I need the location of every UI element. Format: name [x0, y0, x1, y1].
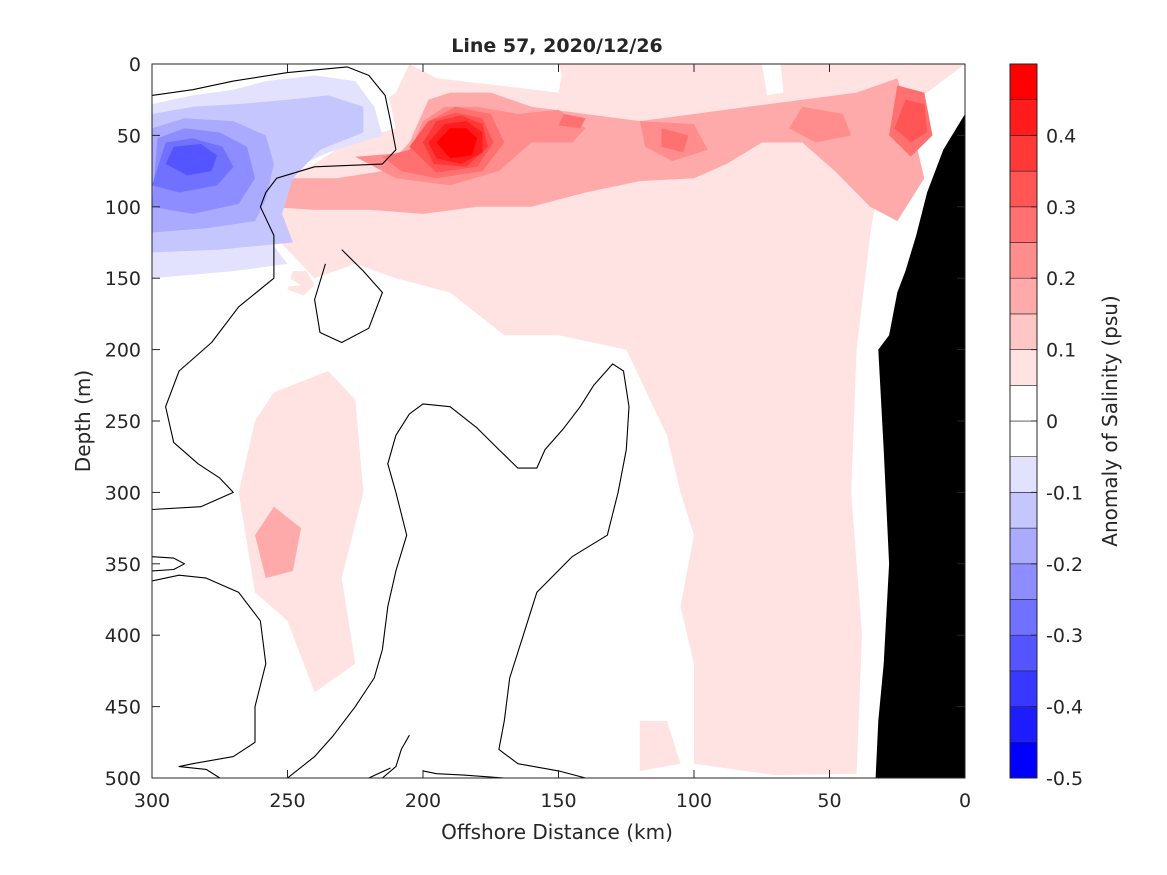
y-tick-label: 350	[105, 554, 141, 576]
colorbar-swatch	[1009, 135, 1038, 172]
x-tick-label: 50	[817, 790, 841, 812]
colorbar-tick-label: -0.1	[1046, 482, 1083, 504]
colorbar-tick-label: 0.1	[1046, 340, 1076, 362]
zero-contour-line	[368, 767, 391, 778]
colorbar-ticks: 0.4 0.3 0.2 0.1 0 -0.1 -0.2 -0.3 -0.4 -0.5	[1031, 125, 1083, 790]
zero-contour-line	[152, 574, 267, 778]
colorbar-tick-label: 0.4	[1046, 125, 1076, 147]
anomaly-region	[244, 64, 965, 776]
zero-contour-line	[152, 66, 397, 511]
anomaly-regions	[152, 64, 965, 776]
colorbar-swatch	[1009, 456, 1038, 493]
colorbar-swatch	[1009, 277, 1038, 315]
y-tick-label: 250	[105, 411, 141, 433]
colorbar-swatch	[1009, 99, 1038, 136]
colorbar-swatch	[1009, 706, 1038, 743]
colorbar-swatch	[1009, 634, 1038, 672]
colorbar-tick-label: 0.2	[1046, 268, 1076, 290]
x-axis-label: Offshore Distance (km)	[441, 820, 673, 844]
y-axis: 0 50 100 150 200 250 300 350 400 450 500	[105, 54, 965, 790]
colorbar-swatch	[1009, 599, 1038, 636]
anomaly-region	[165, 144, 217, 176]
zero-contour-line	[287, 363, 630, 778]
anomaly-region	[639, 720, 681, 771]
colorbar-swatch	[1009, 563, 1038, 600]
colorbar-label: Anomaly of Salinity (psu)	[1098, 295, 1122, 546]
bathymetry-mask	[875, 114, 965, 778]
zero-contour-line	[314, 249, 383, 344]
colorbar-swatch	[1009, 492, 1038, 529]
y-axis-label: Depth (m)	[71, 370, 95, 472]
colorbar-swatch	[1009, 527, 1038, 565]
colorbar: 0.4 0.3 0.2 0.1 0 -0.1 -0.2 -0.3 -0.4 -0.5	[1009, 63, 1083, 790]
y-tick-label: 300	[105, 482, 141, 504]
colorbar-swatch	[1009, 206, 1038, 243]
anomaly-region	[788, 106, 852, 143]
colorbar-swatch	[1009, 670, 1038, 707]
white-gap	[761, 64, 784, 96]
anomaly-region	[558, 64, 619, 107]
anomaly-region	[661, 128, 689, 153]
land-mask	[875, 114, 965, 778]
y-tick-label: 0	[129, 54, 141, 76]
colorbar-swatch	[1009, 313, 1038, 350]
colorbar-tick-label: 0.3	[1046, 197, 1076, 219]
colorbar-tick-label: -0.2	[1046, 554, 1083, 576]
y-tick-label: 450	[105, 697, 141, 719]
x-tick-label: 250	[269, 790, 305, 812]
zero-contour-line	[382, 734, 410, 778]
x-tick-label: 300	[134, 790, 170, 812]
zero-contours	[152, 66, 630, 778]
anomaly-region	[255, 78, 925, 222]
anomaly-region	[558, 114, 586, 129]
colorbar-swatch	[1009, 63, 1038, 101]
x-tick-label: 150	[540, 790, 576, 812]
y-tick-label: 400	[105, 625, 141, 647]
anomaly-region	[802, 64, 965, 100]
x-axis: 300 250 200 150 100 50 0	[134, 64, 971, 812]
colorbar-swatch	[1009, 384, 1038, 422]
y-tick-label: 100	[105, 197, 141, 219]
chart-title: Line 57, 2020/12/26	[451, 35, 663, 57]
y-tick-label: 150	[105, 268, 141, 290]
anomaly-region	[238, 371, 364, 693]
colorbar-tick-label: 0	[1046, 411, 1058, 433]
anomaly-region	[436, 128, 478, 159]
y-tick-label: 500	[105, 768, 141, 790]
y-tick-label: 50	[117, 125, 141, 147]
anomaly-region	[287, 271, 315, 296]
colorbar-swatch	[1009, 741, 1038, 779]
anomaly-region	[255, 506, 301, 579]
colorbar-swatch	[1009, 349, 1038, 386]
x-tick-label: 100	[676, 790, 712, 812]
y-tick-label: 200	[105, 340, 141, 362]
colorbar-swatch	[1009, 170, 1038, 208]
anomaly-region	[894, 99, 928, 143]
colorbar-swatches	[1009, 63, 1038, 779]
x-tick-label: 0	[959, 790, 971, 812]
plot-area	[151, 63, 966, 779]
x-tick-label: 200	[405, 790, 441, 812]
zero-contour-line	[152, 556, 186, 572]
zero-contour-line	[422, 770, 505, 778]
anomaly-region	[157, 635, 180, 653]
colorbar-tick-label: -0.4	[1046, 697, 1083, 719]
colorbar-tick-label: -0.5	[1046, 768, 1083, 790]
colorbar-swatch	[1009, 420, 1038, 458]
colorbar-tick-label: -0.3	[1046, 625, 1083, 647]
colorbar-swatch	[1009, 242, 1038, 279]
